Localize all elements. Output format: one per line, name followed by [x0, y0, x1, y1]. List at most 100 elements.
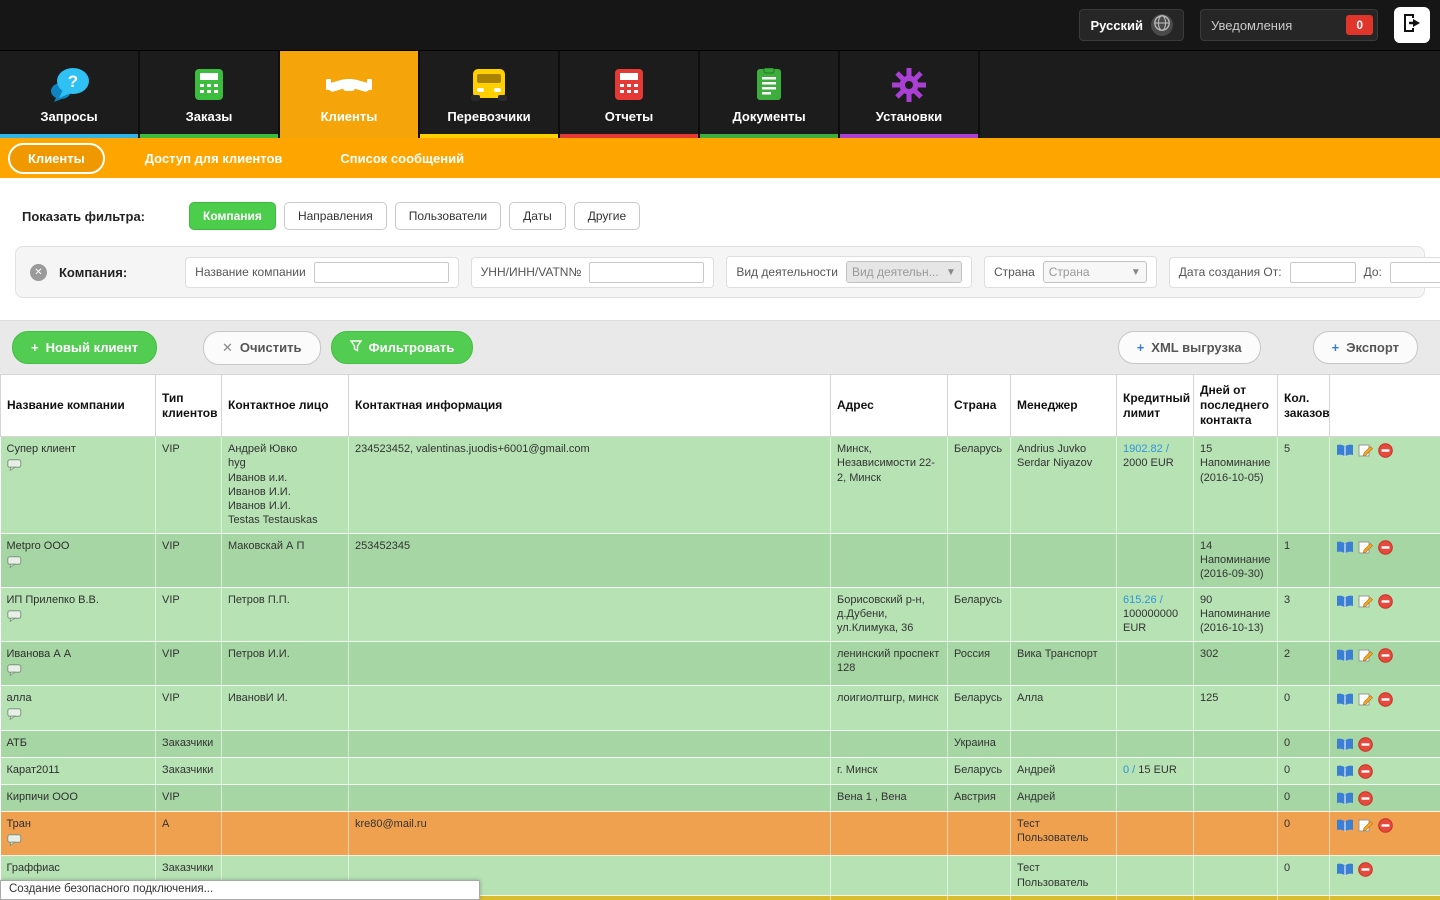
edit-icon[interactable] — [1358, 541, 1374, 554]
funnel-icon — [350, 340, 362, 355]
column-header[interactable]: Менеджер — [1011, 375, 1117, 437]
company-name-link[interactable]: ИП Прилепко В.В. — [7, 593, 99, 607]
book-icon[interactable] — [1336, 792, 1354, 805]
subnav-item-3[interactable]: Список сообщений — [322, 145, 482, 172]
column-header[interactable]: Страна — [948, 375, 1011, 437]
notifications-button[interactable]: Уведомления 0 — [1200, 9, 1378, 41]
chat-bubble-icon[interactable] — [7, 834, 23, 850]
filter-tab-4[interactable]: Даты — [509, 202, 566, 230]
date-to-input[interactable] — [1390, 262, 1440, 283]
column-header[interactable]: Адрес — [831, 375, 948, 437]
activity-select[interactable]: Вид деятельн... ▼ — [846, 261, 962, 283]
company-name-link[interactable]: Супер клиент — [7, 442, 76, 456]
clear-filter-icon[interactable]: ✕ — [30, 264, 47, 281]
globe-icon — [1151, 14, 1173, 36]
notifications-badge: 0 — [1346, 15, 1373, 35]
delete-icon[interactable] — [1378, 648, 1393, 663]
column-header[interactable]: Название компании — [1, 375, 156, 437]
edit-icon[interactable] — [1358, 693, 1374, 706]
credit-limit-cell — [1117, 895, 1194, 900]
nav-item-dokumenty[interactable]: Документы — [700, 51, 840, 138]
company-name-input[interactable] — [314, 262, 449, 283]
filter-button[interactable]: Фильтровать — [331, 331, 474, 364]
column-header[interactable]: Контактное лицо — [222, 375, 349, 437]
column-header[interactable]: Кол. заказов — [1278, 375, 1330, 437]
company-name-link[interactable]: Metpro ООО — [7, 539, 70, 553]
company-filter-label: Компания: — [59, 265, 127, 280]
country-cell: Беларусь — [948, 757, 1011, 784]
country-select[interactable]: Страна ▼ — [1043, 261, 1147, 283]
company-name-link[interactable]: алла — [7, 691, 32, 705]
nav-item-underline — [700, 134, 838, 138]
column-header[interactable]: Дней от последнего контакта — [1194, 375, 1278, 437]
delete-icon[interactable] — [1358, 737, 1373, 752]
chat-bubble-icon[interactable] — [7, 610, 23, 626]
filter-tab-2[interactable]: Направления — [284, 202, 387, 230]
chat-bubble-icon[interactable] — [7, 459, 23, 475]
language-selector[interactable]: Русский — [1079, 9, 1184, 41]
edit-icon[interactable] — [1358, 444, 1374, 457]
book-icon[interactable] — [1336, 738, 1354, 751]
credit-limit-cell — [1117, 856, 1194, 896]
delete-icon[interactable] — [1358, 862, 1373, 877]
client-type-cell: А — [156, 811, 222, 856]
company-name-link[interactable]: Тран — [7, 817, 31, 831]
book-icon[interactable] — [1336, 765, 1354, 778]
delete-icon[interactable] — [1378, 818, 1393, 833]
row-actions-cell — [1330, 730, 1440, 757]
nav-item-ustanovki[interactable]: Установки — [840, 51, 980, 138]
nav-item-underline — [140, 134, 278, 138]
company-name-link[interactable]: Граффиас — [7, 861, 60, 875]
book-icon[interactable] — [1336, 819, 1354, 832]
export-button[interactable]: + Экспорт — [1313, 331, 1418, 364]
chat-bubble-icon[interactable] — [7, 708, 23, 724]
nav-item-klienty[interactable]: Клиенты — [280, 51, 420, 138]
column-header[interactable] — [1330, 375, 1440, 437]
logout-button[interactable] — [1394, 7, 1430, 43]
company-name-link[interactable]: АТБ — [7, 736, 27, 750]
edit-icon[interactable] — [1358, 595, 1374, 608]
new-client-button[interactable]: + Новый клиент — [12, 331, 157, 364]
book-icon[interactable] — [1336, 595, 1354, 608]
contact-info-cell: 234523452, valentinas.juodis+6001@gmail.… — [349, 437, 831, 534]
book-icon[interactable] — [1336, 649, 1354, 662]
column-header[interactable]: Контактная информация — [349, 375, 831, 437]
vat-input[interactable] — [589, 262, 704, 283]
delete-icon[interactable] — [1358, 764, 1373, 779]
delete-icon[interactable] — [1358, 791, 1373, 806]
company-name-link[interactable]: Карат2011 — [7, 763, 60, 777]
date-from-input[interactable] — [1290, 262, 1356, 283]
subnav-item-2[interactable]: Доступ для клиентов — [127, 145, 301, 172]
nav-item-perevozchiki[interactable]: Перевозчики — [420, 51, 560, 138]
edit-icon[interactable] — [1358, 649, 1374, 662]
filter-tab-5[interactable]: Другие — [574, 202, 640, 230]
filter-tab-3[interactable]: Пользователи — [395, 202, 501, 230]
book-icon[interactable] — [1336, 693, 1354, 706]
activity-filter-label: Вид деятельности — [736, 265, 838, 279]
credit-limit-cell — [1117, 533, 1194, 587]
company-name-link[interactable]: Иванова А А — [7, 647, 72, 661]
edit-icon[interactable] — [1358, 819, 1374, 832]
clear-button[interactable]: ✕ Очистить — [203, 331, 321, 365]
chat-bubble-icon[interactable] — [7, 664, 23, 680]
filter-tab-1[interactable]: Компания — [189, 202, 276, 230]
nav-item-zaprosy[interactable]: ?Запросы — [0, 51, 140, 138]
chat-bubble-icon[interactable] — [7, 556, 23, 572]
nav-item-zakazy[interactable]: Заказы — [140, 51, 280, 138]
xml-export-button[interactable]: + XML выгрузка — [1118, 331, 1261, 364]
company-name-link[interactable]: Кирпичи ООО — [7, 790, 78, 804]
delete-icon[interactable] — [1378, 540, 1393, 555]
delete-icon[interactable] — [1378, 443, 1393, 458]
delete-icon[interactable] — [1378, 692, 1393, 707]
row-actions-cell — [1330, 587, 1440, 641]
manager-cell: Андрей — [1011, 757, 1117, 784]
nav-item-label: Установки — [876, 109, 942, 124]
book-icon[interactable] — [1336, 541, 1354, 554]
column-header[interactable]: Тип клиентов — [156, 375, 222, 437]
nav-item-otchety[interactable]: Отчеты — [560, 51, 700, 138]
book-icon[interactable] — [1336, 444, 1354, 457]
book-icon[interactable] — [1336, 863, 1354, 876]
delete-icon[interactable] — [1378, 594, 1393, 609]
column-header[interactable]: Кредитный лимит — [1117, 375, 1194, 437]
subnav-item-1[interactable]: Клиенты — [8, 143, 105, 174]
